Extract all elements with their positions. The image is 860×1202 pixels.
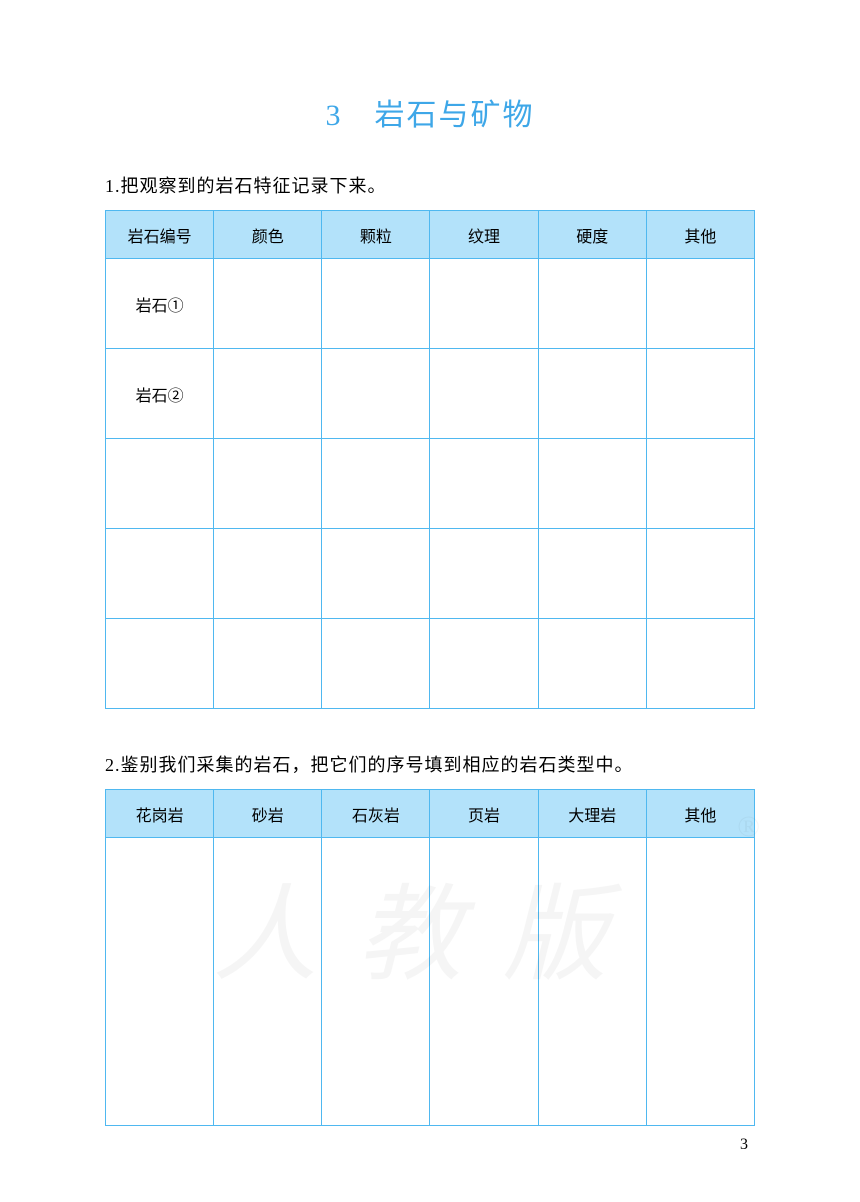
table1-header-cell: 硬度 xyxy=(538,211,646,259)
table2-header-cell: 页岩 xyxy=(430,790,538,838)
table1-cell xyxy=(214,439,322,529)
table1-cell xyxy=(646,529,754,619)
table1-header-cell: 颜色 xyxy=(214,211,322,259)
table1-cell xyxy=(322,259,430,349)
table1-cell: 岩石① xyxy=(106,259,214,349)
table1-cell xyxy=(646,349,754,439)
table1-cell xyxy=(214,619,322,709)
table2-cell xyxy=(538,838,646,1126)
table1-header-cell: 其他 xyxy=(646,211,754,259)
table1-cell xyxy=(322,619,430,709)
table1-cell: 岩石② xyxy=(106,349,214,439)
table2-cell xyxy=(214,838,322,1126)
table1-cell xyxy=(646,619,754,709)
table2-row xyxy=(106,838,755,1126)
table1-cell xyxy=(322,439,430,529)
table2-header-cell: 大理岩 xyxy=(538,790,646,838)
table1-cell xyxy=(430,439,538,529)
table1-cell xyxy=(538,349,646,439)
table1-row xyxy=(106,619,755,709)
table2-cell xyxy=(106,838,214,1126)
table1-cell xyxy=(646,259,754,349)
table1-header-cell: 纹理 xyxy=(430,211,538,259)
table1-cell xyxy=(430,349,538,439)
table1-cell xyxy=(538,529,646,619)
page-title: 3 岩石与矿物 xyxy=(105,90,755,134)
table1-row xyxy=(106,439,755,529)
table1-row: 岩石① xyxy=(106,259,755,349)
table1-cell xyxy=(214,349,322,439)
table1-cell xyxy=(430,619,538,709)
table1-cell xyxy=(322,349,430,439)
table1-cell xyxy=(538,259,646,349)
table1-row: 岩石② xyxy=(106,349,755,439)
page-number: 3 xyxy=(740,1136,748,1154)
table2-header-cell: 其他 xyxy=(646,790,754,838)
table1-cell xyxy=(106,529,214,619)
table2-cell xyxy=(646,838,754,1126)
question1-text: 1.把观察到的岩石特征记录下来。 xyxy=(105,172,755,198)
table2-cell xyxy=(322,838,430,1126)
table1-row xyxy=(106,529,755,619)
table1-cell xyxy=(430,529,538,619)
table2: 花岗岩 砂岩 石灰岩 页岩 大理岩 其他 xyxy=(105,789,755,1126)
table1-header-cell: 岩石编号 xyxy=(106,211,214,259)
table1-cell xyxy=(214,259,322,349)
table1-cell xyxy=(538,619,646,709)
table1-cell xyxy=(538,439,646,529)
table1-cell xyxy=(646,439,754,529)
table1-cell xyxy=(106,439,214,529)
table1-cell xyxy=(214,529,322,619)
table2-cell xyxy=(430,838,538,1126)
table1-header-cell: 颗粒 xyxy=(322,211,430,259)
table1-header-row: 岩石编号 颜色 颗粒 纹理 硬度 其他 xyxy=(106,211,755,259)
question2-text: 2.鉴别我们采集的岩石，把它们的序号填到相应的岩石类型中。 xyxy=(105,751,755,777)
table2-header-row: 花岗岩 砂岩 石灰岩 页岩 大理岩 其他 xyxy=(106,790,755,838)
table1-cell xyxy=(430,259,538,349)
table2-header-cell: 石灰岩 xyxy=(322,790,430,838)
table1-cell xyxy=(106,619,214,709)
table2-header-cell: 砂岩 xyxy=(214,790,322,838)
table1-cell xyxy=(322,529,430,619)
table1: 岩石编号 颜色 颗粒 纹理 硬度 其他 岩石① 岩石② xyxy=(105,210,755,709)
table2-header-cell: 花岗岩 xyxy=(106,790,214,838)
